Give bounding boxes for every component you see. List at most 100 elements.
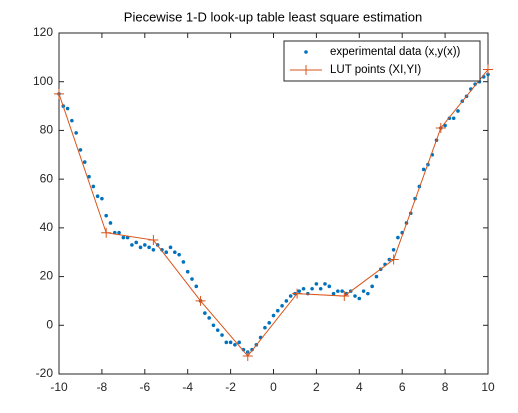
data-point [357,296,362,301]
legend-box [283,40,481,82]
data-point [70,118,74,123]
data-point [190,277,194,281]
data-point [353,294,357,298]
x-tick-label: 2 [313,380,320,394]
lut-line [58,69,489,357]
data-point [78,148,83,152]
x-tick-label: -4 [182,380,193,394]
data-point [361,289,366,293]
x-tick-label: -2 [225,380,236,394]
data-point [340,289,344,293]
x-tick-label: 4 [356,380,363,394]
data-point [121,235,126,240]
data-point [87,174,91,179]
data-point [336,289,340,293]
data-point [104,213,108,218]
data-point [125,235,130,240]
x-tick-label: 0 [270,380,277,394]
data-point [224,340,229,345]
lut-point [148,235,159,246]
data-point [207,316,211,320]
data-point [138,245,143,250]
data-point [82,160,87,164]
data-point [203,311,207,315]
legend-label: experimental data (x,y(x)) [330,46,461,58]
y-tick-label: 40 [40,220,54,234]
data-point [284,299,289,303]
x-tick-label: -8 [97,380,108,394]
y-tick-label: 100 [33,74,53,88]
data-point [366,291,370,296]
x-tick-label: 10 [481,380,495,394]
legend-swatch [304,50,308,54]
y-tick-label: -20 [36,366,54,380]
data-point [421,167,426,172]
y-tick-label: 0 [46,317,53,331]
data-point [117,230,121,235]
lut-point [388,254,399,265]
data-point [288,294,293,298]
lut-point [435,122,446,133]
y-tick-label: 20 [40,269,54,283]
data-point [456,109,460,113]
data-point [168,245,173,250]
data-point [194,284,199,289]
data-point [143,243,147,247]
legend-label: LUT points (XI,YI) [330,64,421,76]
data-point [331,291,336,296]
data-point [318,286,323,291]
lut-point [483,64,493,75]
data-point [181,260,186,264]
lut-point [101,227,112,238]
data-point [147,245,151,250]
data-point [237,340,241,345]
y-tick-label: 80 [40,123,54,137]
chart-title: Piecewise 1-D look-up table least square… [124,9,422,24]
x-tick-label: -10 [50,380,68,394]
legend-swatch [301,65,311,75]
lut-point [339,291,350,302]
data-point [271,313,276,318]
lut-point [242,350,253,361]
data-point [108,221,113,225]
data-point [297,289,302,293]
lut-point [195,295,206,306]
data-point [233,342,237,347]
data-point [130,243,134,247]
data-point [314,282,319,286]
data-point [95,194,100,198]
data-point [151,247,156,252]
data-point [323,282,327,286]
data-point [301,286,306,291]
data-point [65,106,70,111]
data-point [211,323,216,328]
y-tick-label: 60 [40,171,54,185]
data-point [215,328,220,332]
data-point [370,284,374,289]
data-point [267,321,272,325]
data-point [164,250,169,255]
data-point [451,116,456,121]
data-point [327,284,332,289]
data-point [310,286,314,291]
data-point [263,325,267,330]
data-point [391,247,396,252]
x-tick-label: 8 [442,380,449,394]
x-tick-label: -6 [139,380,150,394]
data-point [74,131,78,135]
plot-frame [58,32,489,375]
data-point [220,333,224,337]
x-tick-label: 6 [399,380,406,394]
y-tick-label: 120 [33,25,53,39]
data-point [100,196,104,201]
lut-point [292,288,303,299]
data-point [443,123,447,128]
data-point [185,269,190,274]
data-point [173,250,177,255]
data-point [374,274,379,279]
data-point [134,240,139,245]
data-point [228,340,233,345]
data-point [396,235,400,240]
